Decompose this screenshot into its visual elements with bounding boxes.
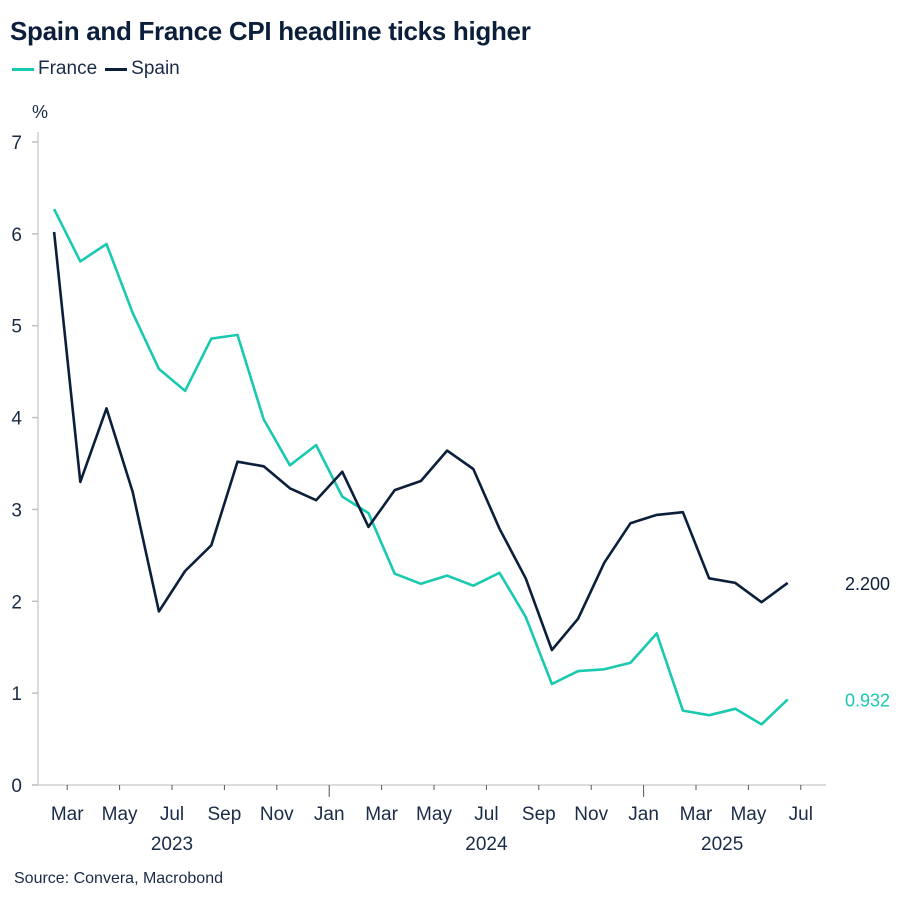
x-tick-label: Jul xyxy=(160,804,184,825)
x-tick-label: Mar xyxy=(680,804,713,825)
source-note: Source: Convera, Macrobond xyxy=(14,870,223,887)
end-value-label-spain: 2.200 xyxy=(845,574,890,594)
end-value-label-france: 0.932 xyxy=(845,690,890,710)
x-tick-label: Jan xyxy=(628,804,659,825)
x-tick-label: May xyxy=(730,804,766,825)
x-tick-label: Jan xyxy=(314,804,345,825)
y-tick-label: 6 xyxy=(11,225,22,246)
legend-swatch-france xyxy=(12,67,34,71)
series-line-france xyxy=(52,208,789,726)
legend-item-france: France xyxy=(12,58,97,80)
legend-item-spain: Spain xyxy=(105,58,180,80)
x-tick-label: Mar xyxy=(51,804,84,825)
legend-swatch-spain xyxy=(105,67,128,71)
chart-title: Spain and France CPI headline ticks high… xyxy=(10,16,531,46)
x-year-label: 2024 xyxy=(465,834,508,855)
x-tick-label: Sep xyxy=(522,804,556,825)
x-tick-label: Jul xyxy=(789,804,813,825)
x-tick-label: Jul xyxy=(474,804,498,825)
x-tick-label: May xyxy=(416,804,452,825)
y-tick-label: 2 xyxy=(11,592,22,613)
x-tick-label: Sep xyxy=(207,804,241,825)
y-tick-label: 1 xyxy=(11,684,22,705)
x-year-label: 2025 xyxy=(701,834,743,855)
y-tick-label: 0 xyxy=(11,776,22,797)
series-line-spain xyxy=(52,231,789,652)
y-tick-label: 3 xyxy=(11,500,22,521)
y-tick-label: 7 xyxy=(11,133,22,154)
x-tick-label: Mar xyxy=(365,804,398,825)
y-tick-label: 4 xyxy=(11,409,22,430)
legend: France Spain xyxy=(12,58,180,80)
x-tick-label: May xyxy=(102,804,138,825)
legend-label-france: France xyxy=(38,58,98,79)
legend-label-spain: Spain xyxy=(131,58,180,79)
x-tick-label: Nov xyxy=(574,804,608,825)
y-axis-unit-label: % xyxy=(32,102,48,122)
y-tick-label: 5 xyxy=(11,317,22,338)
x-year-label: 2023 xyxy=(151,834,193,855)
x-tick-label: Nov xyxy=(260,804,294,825)
